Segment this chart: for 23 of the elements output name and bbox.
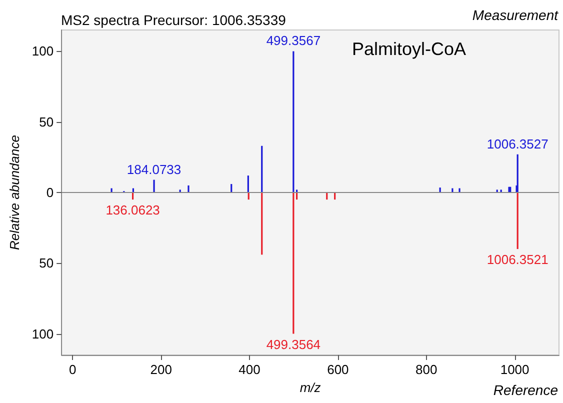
y-tick-label: 50 [39,256,54,271]
x-tick-label: 800 [416,362,438,377]
annotation: 499.3567 [266,33,321,48]
annotation: Palmitoyl-CoA [352,39,466,59]
text: Measurement [472,7,560,23]
y-tick-label: 50 [39,114,54,130]
chart-title: MS2 spectra Precursor: 1006.35339 [61,12,286,28]
x-tick-label: 1000 [500,362,530,377]
y-tick-label: 0 [46,185,54,200]
annotation: 136.0623 [106,202,160,218]
text: Reference [493,382,558,398]
x-axis-title: m/z [300,380,322,395]
annotation: 1006.3521 [486,252,548,268]
x-tick-label: 200 [150,362,172,377]
y-axis-title: Relative abundance [7,135,22,250]
y-tick-label: 100 [32,326,54,342]
y-tick-label: 100 [32,44,54,59]
x-tick-label: 400 [238,362,260,377]
x-tick-label: 0 [69,362,76,377]
annotation: 499.3564 [266,336,321,352]
annotation: 1006.3527 [486,136,548,152]
annotation: 184.0733 [126,162,182,177]
x-tick-label: 600 [327,362,349,377]
